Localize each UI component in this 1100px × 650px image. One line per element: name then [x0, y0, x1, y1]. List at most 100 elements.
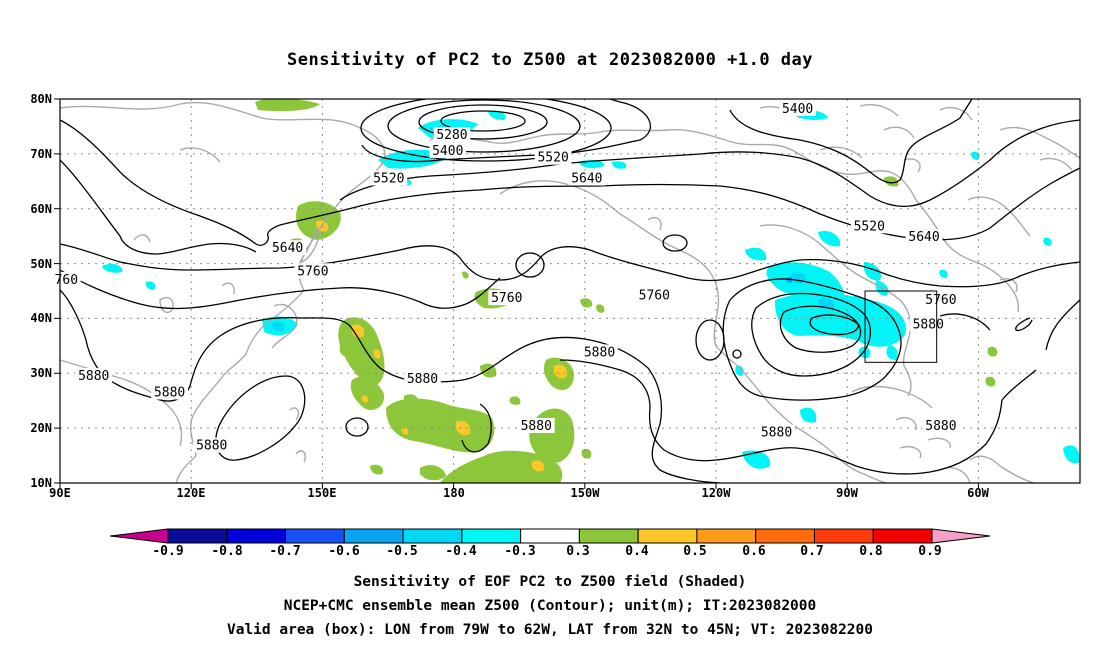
- lon-label: 90E: [49, 486, 71, 500]
- contour-label-background: [433, 127, 471, 143]
- plot-frame: [59, 98, 1081, 484]
- contour-label: 5880: [196, 439, 227, 454]
- contour-label-background: [534, 149, 572, 165]
- lon-label: 120E: [176, 486, 206, 500]
- lat-label: 10N: [30, 476, 52, 490]
- colorbar-tick: -0.5: [386, 544, 418, 559]
- colorbar-tick: -0.4: [445, 544, 477, 559]
- lat-label: 20N: [30, 421, 52, 435]
- contour-label: 5400: [782, 102, 813, 117]
- contour-label: 5760: [925, 293, 956, 308]
- lon-label: 60W: [967, 486, 989, 500]
- caption-contour: NCEP+CMC ensemble mean Z500 (Contour); u…: [283, 598, 817, 614]
- contour-label-background: [635, 287, 673, 303]
- lon-label: 90W: [836, 486, 858, 500]
- contour-label-background: [370, 170, 408, 186]
- lat-label: 40N: [30, 311, 52, 325]
- contour-label-background: [779, 100, 817, 116]
- colorbar-tick: 0.8: [859, 544, 883, 559]
- colorbar-tick: 0.5: [683, 544, 707, 559]
- colorbar-tick: 0.7: [800, 544, 824, 559]
- colorbar-tick: -0.8: [211, 544, 243, 559]
- lon-label: 180: [443, 486, 465, 500]
- contour-label: 5760: [639, 288, 670, 303]
- contour-label-background: [75, 368, 113, 384]
- contour-label-background: [568, 170, 606, 186]
- colorbar-low-extension: [109, 528, 169, 544]
- contour-label: 5880: [78, 369, 109, 384]
- contour-label-background: [294, 263, 332, 279]
- lat-label: 50N: [30, 257, 52, 271]
- contour-label: 5880: [913, 317, 944, 332]
- colorbar-cell: [285, 528, 345, 544]
- caption-valid-area: Valid area (box): LON from 79W to 62W, L…: [226, 622, 873, 638]
- contour-label: 5880: [761, 426, 792, 441]
- contour-label: 5640: [272, 241, 303, 256]
- valid-area-box: [864, 290, 938, 363]
- contour-label: 5880: [154, 385, 185, 400]
- contour-label-background: [909, 316, 947, 332]
- graticule: [60, 99, 1080, 483]
- colorbar-cell: [578, 528, 639, 544]
- colorbar-cell: [167, 528, 228, 544]
- colorbar-cell: [637, 528, 698, 544]
- contour-label: 5880: [584, 345, 615, 360]
- z500-contours: [60, 99, 1080, 483]
- contour-label-background: [905, 229, 943, 245]
- contour-label: 5880: [925, 419, 956, 434]
- contour-label: 5520: [537, 151, 568, 166]
- contour-label-background: [850, 218, 888, 234]
- colorbar-cell: [402, 528, 463, 544]
- contour-label-background: [269, 240, 307, 256]
- colorbar-tick: -0.6: [328, 544, 360, 559]
- caption-shading: Sensitivity of EOF PC2 to Z500 field (Sh…: [353, 574, 747, 590]
- contour-label: 5520: [854, 219, 885, 234]
- contour-label: 5520: [373, 172, 404, 187]
- contour-label: 760: [55, 273, 78, 288]
- colorbar-tick: 0.3: [566, 544, 590, 559]
- colorbar-tick: 0.4: [625, 544, 649, 559]
- contour-label-background: [404, 370, 441, 386]
- contour-labels: 5280540054005520552055205640564056405760…: [52, 100, 960, 454]
- contour-label: 5280: [436, 128, 467, 143]
- contour-label-background: [758, 424, 795, 440]
- colorbar-cell: [226, 528, 287, 544]
- colorbar-cell: [755, 528, 815, 544]
- colorbar-tick: 0.9: [918, 544, 942, 559]
- lat-label: 30N: [30, 366, 52, 380]
- contour-label: 5640: [571, 172, 602, 187]
- contour-label: 5640: [908, 230, 939, 245]
- contour-label-background: [193, 437, 231, 453]
- lat-label: 80N: [30, 92, 52, 106]
- contour-label: 5400: [432, 144, 463, 159]
- colorbar-tick: -0.3: [504, 544, 536, 559]
- contour-label-background: [151, 384, 188, 400]
- map-title: Sensitivity of PC2 to Z500 at 2023082000…: [286, 50, 813, 70]
- colorbar: [109, 528, 991, 544]
- contour-label-background: [52, 272, 81, 288]
- axis-ticks: [54, 98, 979, 489]
- colorbar-high-extension: [931, 528, 991, 544]
- lon-label: 150W: [570, 486, 600, 500]
- contour-label: 5760: [297, 264, 328, 279]
- lon-label: 120W: [701, 486, 731, 500]
- colorbar-cell: [813, 528, 874, 544]
- lon-label: 150E: [307, 486, 337, 500]
- contour-label-background: [429, 143, 467, 159]
- contour-label: 5880: [407, 372, 438, 387]
- colorbar-tick: -0.9: [152, 544, 184, 559]
- lat-label: 60N: [30, 202, 52, 216]
- colorbar-cell: [520, 528, 580, 544]
- contour-label-background: [581, 344, 618, 360]
- colorbar-tick: -0.7: [269, 544, 301, 559]
- contour-label-background: [517, 417, 555, 433]
- colorbar-cell: [343, 528, 404, 544]
- colorbar-cell: [872, 528, 933, 544]
- contour-label-background: [922, 291, 960, 307]
- colorbar-cell: [461, 528, 522, 544]
- lat-label: 70N: [30, 147, 52, 161]
- contour-label: 5880: [521, 419, 552, 434]
- contour-label-background: [922, 417, 960, 433]
- colorbar-tick: 0.6: [742, 544, 766, 559]
